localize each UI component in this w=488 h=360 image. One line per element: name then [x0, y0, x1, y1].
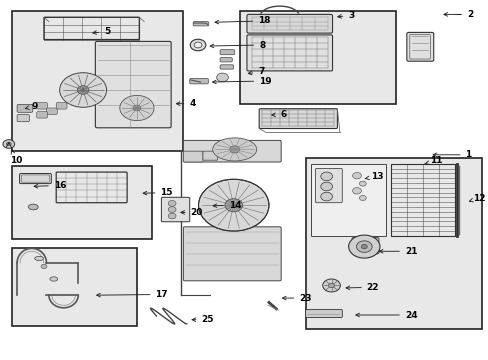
- Ellipse shape: [352, 188, 361, 194]
- Text: 7: 7: [248, 68, 264, 77]
- Text: 13: 13: [365, 172, 383, 181]
- Ellipse shape: [168, 213, 176, 219]
- Ellipse shape: [320, 172, 332, 181]
- FancyBboxPatch shape: [37, 103, 47, 109]
- Text: 19: 19: [212, 77, 271, 85]
- FancyBboxPatch shape: [305, 310, 342, 318]
- FancyBboxPatch shape: [95, 41, 171, 128]
- Ellipse shape: [168, 207, 176, 212]
- Ellipse shape: [60, 73, 106, 107]
- FancyBboxPatch shape: [246, 14, 332, 33]
- FancyBboxPatch shape: [315, 168, 342, 203]
- Ellipse shape: [41, 264, 47, 269]
- Ellipse shape: [216, 73, 228, 82]
- Text: 18: 18: [215, 16, 270, 25]
- Ellipse shape: [120, 95, 154, 121]
- Ellipse shape: [359, 195, 366, 201]
- Text: 11: 11: [424, 156, 442, 166]
- Ellipse shape: [352, 172, 361, 179]
- Ellipse shape: [168, 201, 176, 206]
- Ellipse shape: [356, 241, 371, 252]
- FancyBboxPatch shape: [220, 58, 232, 62]
- FancyBboxPatch shape: [183, 227, 281, 281]
- FancyBboxPatch shape: [220, 50, 234, 55]
- Ellipse shape: [320, 182, 332, 191]
- Text: 10: 10: [10, 150, 22, 165]
- Ellipse shape: [3, 140, 15, 148]
- FancyBboxPatch shape: [183, 151, 203, 162]
- FancyBboxPatch shape: [193, 22, 208, 26]
- Text: 5: 5: [93, 27, 110, 36]
- Text: 6: 6: [271, 110, 286, 119]
- Ellipse shape: [361, 244, 366, 249]
- FancyBboxPatch shape: [56, 103, 67, 109]
- Text: 1: 1: [432, 150, 471, 159]
- Ellipse shape: [190, 39, 205, 51]
- Text: 8: 8: [210, 40, 265, 49]
- Ellipse shape: [229, 146, 239, 153]
- Ellipse shape: [320, 192, 332, 201]
- Text: 12: 12: [468, 194, 485, 202]
- Ellipse shape: [6, 142, 11, 146]
- Text: 3: 3: [337, 10, 354, 19]
- FancyBboxPatch shape: [37, 112, 47, 118]
- FancyBboxPatch shape: [259, 109, 337, 129]
- Text: 23: 23: [282, 293, 311, 302]
- FancyBboxPatch shape: [17, 114, 29, 122]
- Text: 22: 22: [346, 283, 379, 292]
- Text: 16: 16: [34, 181, 66, 190]
- Ellipse shape: [359, 181, 366, 186]
- Text: 24: 24: [355, 310, 417, 320]
- Bar: [310, 164, 386, 236]
- Ellipse shape: [50, 277, 58, 281]
- Bar: [12, 11, 183, 151]
- Ellipse shape: [133, 105, 141, 111]
- Ellipse shape: [28, 204, 38, 210]
- Text: 25: 25: [192, 315, 214, 324]
- Bar: [305, 158, 481, 329]
- FancyBboxPatch shape: [220, 65, 233, 69]
- Text: 4: 4: [176, 99, 195, 108]
- FancyBboxPatch shape: [20, 174, 51, 184]
- Ellipse shape: [212, 138, 256, 161]
- FancyBboxPatch shape: [183, 140, 281, 162]
- Bar: [239, 11, 395, 104]
- Text: 17: 17: [97, 290, 168, 299]
- FancyBboxPatch shape: [17, 104, 33, 112]
- FancyBboxPatch shape: [351, 238, 378, 254]
- FancyBboxPatch shape: [46, 108, 57, 114]
- Text: 21: 21: [379, 247, 417, 256]
- Bar: [390, 164, 454, 236]
- Text: 20: 20: [181, 208, 203, 217]
- Ellipse shape: [322, 279, 340, 292]
- FancyBboxPatch shape: [246, 35, 332, 71]
- Text: 2: 2: [443, 10, 472, 19]
- Bar: [12, 248, 137, 326]
- Ellipse shape: [224, 199, 242, 212]
- FancyBboxPatch shape: [203, 151, 217, 160]
- Text: 9: 9: [25, 102, 38, 111]
- Ellipse shape: [35, 256, 43, 261]
- Ellipse shape: [77, 86, 89, 94]
- Bar: [12, 166, 151, 239]
- Ellipse shape: [194, 42, 202, 48]
- FancyBboxPatch shape: [161, 197, 189, 222]
- Ellipse shape: [348, 235, 379, 258]
- Ellipse shape: [328, 283, 334, 288]
- Text: 14: 14: [213, 201, 241, 210]
- FancyBboxPatch shape: [189, 78, 208, 84]
- Text: 15: 15: [143, 188, 173, 197]
- Ellipse shape: [198, 179, 268, 231]
- FancyBboxPatch shape: [406, 32, 433, 61]
